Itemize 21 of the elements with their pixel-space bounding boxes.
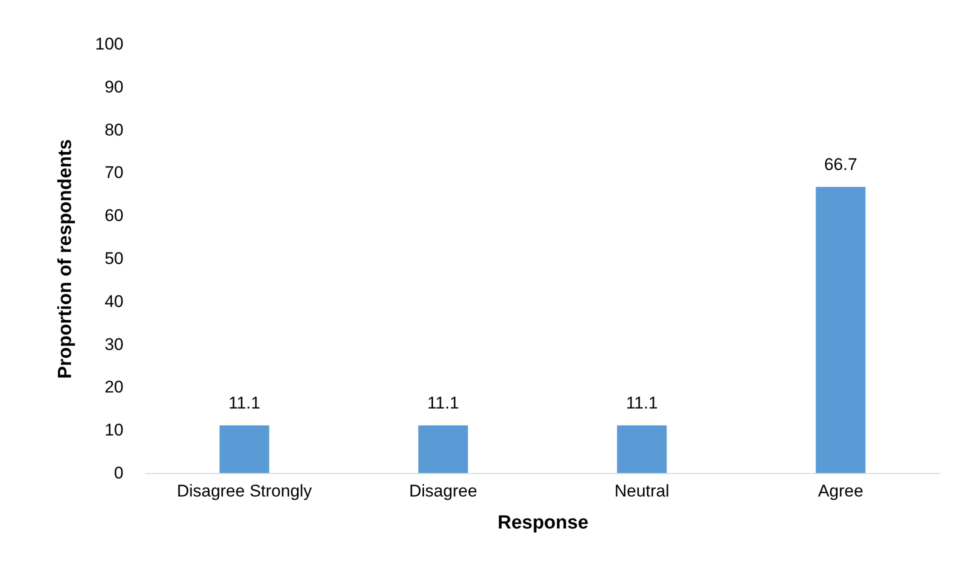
data-label: 66.7 <box>824 154 858 174</box>
x-tick-label: Disagree Strongly <box>176 482 312 500</box>
y-tick-label: 60 <box>104 206 124 226</box>
x-tick-label: Disagree <box>409 482 478 500</box>
y-tick-label: 30 <box>104 334 124 354</box>
y-tick-label: 80 <box>104 120 124 140</box>
data-label: 11.1 <box>228 393 260 412</box>
data-label: 11.1 <box>626 393 658 412</box>
y-axis-title: Proportion of respondents <box>55 139 76 379</box>
y-tick-label: 50 <box>104 249 124 268</box>
x-tick-label: Agree <box>818 482 864 500</box>
y-tick-label: 100 <box>95 34 124 54</box>
data-label: 11.1 <box>427 393 460 412</box>
y-tick-label: 40 <box>104 292 124 311</box>
y-tick-label: 90 <box>104 77 124 96</box>
x-tick-label: Neutral <box>614 482 670 500</box>
y-tick-label: 10 <box>104 420 124 440</box>
y-tick-label: 20 <box>104 378 124 397</box>
y-tick-label: 0 <box>114 464 124 482</box>
x-axis-title: Response <box>498 512 588 534</box>
y-tick-label: 70 <box>104 163 124 182</box>
